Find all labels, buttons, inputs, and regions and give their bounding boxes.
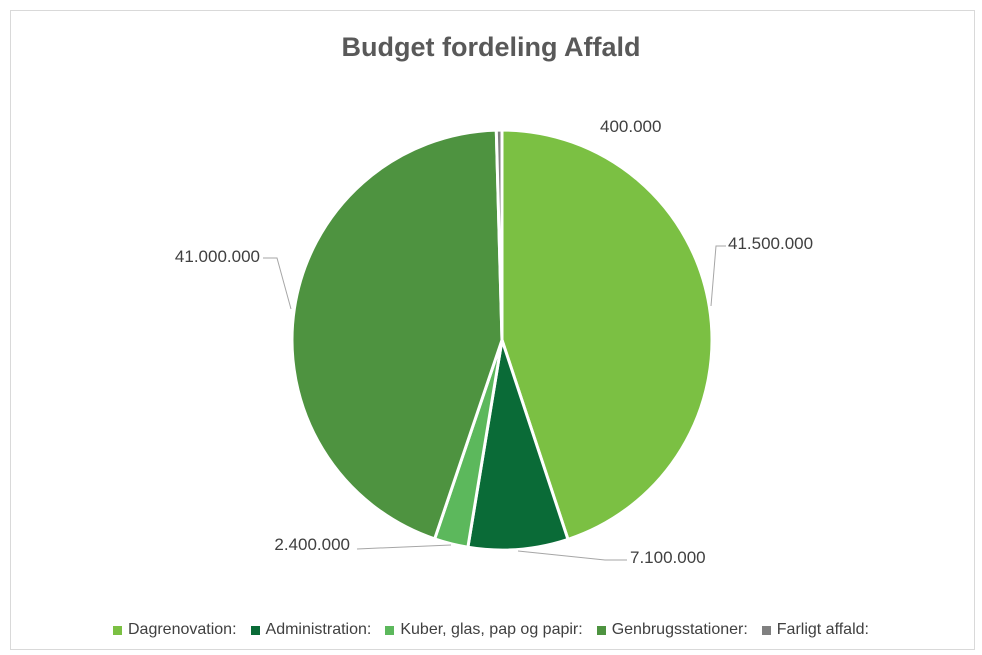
pie-slice-1: [500, 128, 714, 541]
leader-line-2: [517, 550, 627, 561]
legend-label: Kuber, glas, pap og papir:: [400, 621, 583, 638]
pie-slice-5: [494, 128, 504, 342]
legend-item-3: Kuber, glas, pap og papir:: [385, 621, 583, 639]
leader-line-1: [710, 245, 726, 307]
legend-item-4: Genbrugsstationer:: [596, 621, 748, 639]
legend-item-5: Farligt affald:: [761, 621, 869, 639]
legend-swatch: [113, 625, 122, 635]
leader-line-3: [356, 544, 452, 550]
data-label-3: 2.400.000: [274, 535, 350, 554]
legend-label: Genbrugsstationer:: [611, 621, 748, 638]
legend-swatch: [761, 625, 771, 635]
legend-label: Farligt affald:: [776, 621, 869, 638]
chart-title: Budget fordeling Affald: [341, 32, 641, 62]
legend-item-1: Dagrenovation:: [113, 621, 237, 639]
data-label-1: 41.500.000: [728, 234, 813, 253]
data-label-4: 41.000.000: [175, 247, 260, 266]
pie-slice-4: [290, 128, 504, 541]
legend: Dagrenovation: Administration: Kuber, glas…: [0, 621, 982, 639]
legend-label: Dagrenovation:: [128, 621, 237, 638]
pie-slice-2: [466, 338, 570, 552]
leader-line-4: [263, 257, 292, 310]
data-label-5: 400.000: [600, 117, 661, 136]
legend-swatch: [596, 625, 606, 635]
legend-swatch: [385, 625, 395, 635]
legend-item-2: Administration:: [250, 621, 372, 639]
legend-label: Administration:: [265, 621, 372, 638]
legend-swatch: [250, 625, 260, 635]
data-label-2: 7.100.000: [630, 548, 706, 567]
